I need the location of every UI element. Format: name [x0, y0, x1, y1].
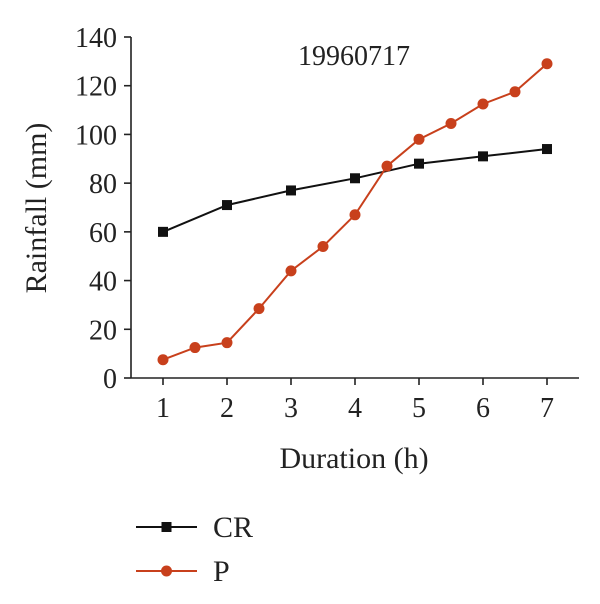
- x-tick-label: 3: [284, 393, 298, 424]
- series-cr-point: [478, 151, 488, 162]
- series-p-point: [541, 58, 553, 70]
- series-p-point: [477, 98, 489, 110]
- y-tick-label: 0: [103, 364, 117, 395]
- y-tick-label: 120: [75, 72, 117, 103]
- series-p-point: [189, 342, 201, 354]
- legend-item-cr: CR: [136, 511, 253, 544]
- x-tick-label: 2: [220, 393, 234, 424]
- legend-item-p: P: [136, 555, 230, 588]
- series-p-point: [157, 354, 169, 366]
- x-axis-ticks: 1 2 3 4 5 6 7: [156, 378, 554, 424]
- legend-label: P: [213, 555, 230, 588]
- series-cr-point: [286, 185, 296, 196]
- legend-swatch-marker: [161, 522, 172, 532]
- series-p-point: [413, 133, 425, 145]
- legend-label: CR: [213, 511, 253, 544]
- x-axis-title: Duration (h): [279, 442, 428, 475]
- chart-annotation: 19960717: [298, 41, 410, 72]
- series-p: [157, 58, 553, 366]
- x-tick-label: 1: [156, 393, 170, 424]
- series-cr-point: [414, 158, 424, 169]
- legend: CR P: [136, 511, 253, 588]
- series-p-point: [317, 240, 329, 252]
- series-p-point: [221, 337, 233, 349]
- x-tick-label: 6: [476, 393, 490, 424]
- x-tick-label: 5: [412, 393, 426, 424]
- y-axis-ticks: 0 20 40 60 80 100 120 140: [75, 23, 131, 395]
- y-tick-label: 60: [89, 218, 117, 249]
- series-cr-point: [222, 200, 232, 211]
- series-p-point: [349, 209, 361, 221]
- y-tick-label: 20: [89, 315, 117, 346]
- series-p-point: [253, 303, 265, 315]
- y-tick-label: 140: [75, 23, 117, 54]
- series-layer: [157, 58, 553, 366]
- series-p-point: [381, 160, 393, 172]
- y-tick-label: 80: [89, 169, 117, 200]
- x-tick-label: 4: [348, 393, 362, 424]
- series-p-point: [445, 117, 457, 129]
- x-tick-label: 7: [540, 393, 554, 424]
- y-axis-title: Rainfall (mm): [20, 123, 53, 294]
- series-p-point: [509, 86, 521, 98]
- series-cr-point: [350, 173, 360, 184]
- legend-swatch-marker: [161, 565, 172, 577]
- series-cr-point: [542, 144, 552, 155]
- series-cr: [158, 144, 552, 237]
- y-tick-label: 100: [75, 120, 117, 151]
- series-cr-point: [158, 226, 168, 237]
- series-p-point: [285, 265, 297, 277]
- y-tick-label: 40: [89, 267, 117, 298]
